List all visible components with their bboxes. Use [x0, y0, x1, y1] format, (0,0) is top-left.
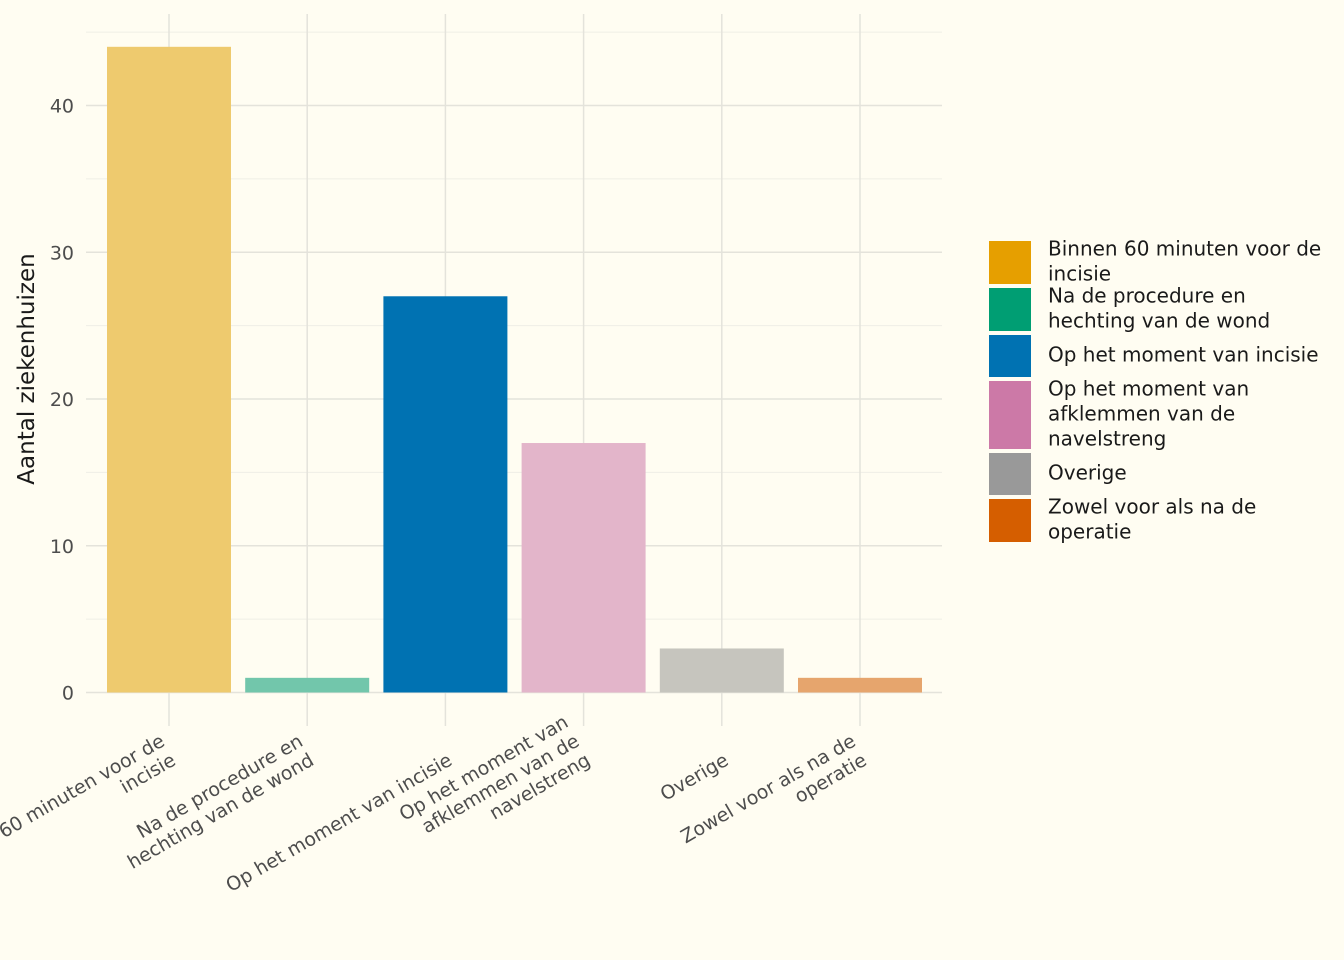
y-tick-label: 30: [50, 242, 74, 264]
bars: [107, 46, 922, 693]
bar: [521, 443, 646, 693]
legend-label: operatie: [1048, 520, 1131, 544]
legend-label: Zowel voor als na de: [1048, 495, 1256, 519]
bar: [659, 648, 784, 693]
legend-key: [989, 499, 1031, 542]
y-tick-label: 20: [50, 389, 74, 411]
legend-item: Overige: [989, 453, 1127, 495]
bar: [798, 677, 922, 693]
legend-label: incisie: [1048, 262, 1111, 286]
legend-label: Op het moment van incisie: [1048, 343, 1319, 367]
legend-label: afklemmen van de: [1048, 402, 1235, 426]
y-tick-label: 40: [50, 96, 74, 118]
bar: [383, 296, 508, 693]
legend-key: [989, 241, 1031, 284]
legend-key: [989, 335, 1031, 377]
bar: [107, 46, 231, 693]
legend-label: hechting van de wond: [1048, 309, 1270, 333]
legend-label: Binnen 60 minuten voor de: [1048, 237, 1321, 261]
legend-key: [989, 288, 1031, 331]
legend-label: Na de procedure en: [1048, 284, 1246, 308]
legend-key: [989, 381, 1031, 449]
y-tick-label: 0: [62, 683, 74, 705]
y-axis-ticks: 0 10 20 30 40: [50, 96, 74, 705]
y-axis-label: Aantal ziekenhuizen: [14, 253, 40, 484]
legend-item: Op het moment van incisie: [989, 335, 1319, 377]
y-tick-label: 10: [50, 536, 74, 558]
x-tick-label-line: Overige: [657, 749, 733, 805]
legend-label: Op het moment van: [1048, 377, 1249, 401]
bar: [245, 677, 370, 693]
legend-label: navelstreng: [1048, 427, 1166, 451]
legend-key: [989, 453, 1031, 495]
x-tick-label: Overige: [657, 749, 733, 805]
legend-label: Overige: [1048, 461, 1127, 485]
